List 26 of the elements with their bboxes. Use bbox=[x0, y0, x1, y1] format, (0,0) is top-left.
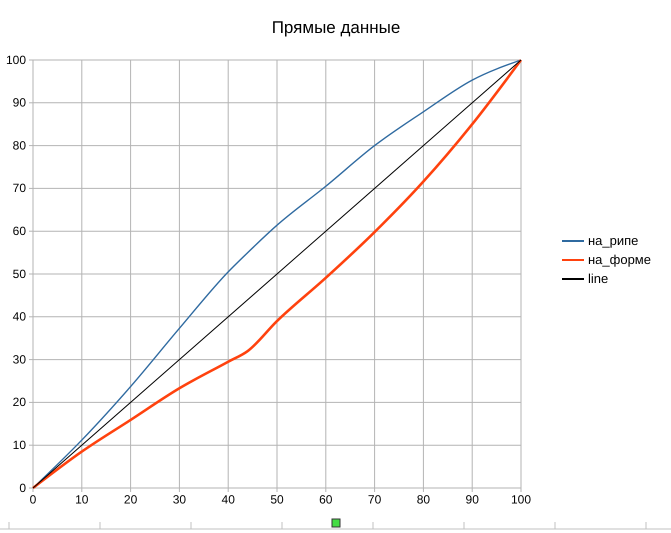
legend-label: line bbox=[588, 271, 608, 286]
x-tick-label: 10 bbox=[75, 492, 89, 507]
x-tick-label: 20 bbox=[124, 492, 138, 507]
x-tick-label: 60 bbox=[319, 492, 333, 507]
y-tick-label: 60 bbox=[12, 224, 26, 238]
y-tick-label: 40 bbox=[12, 310, 26, 324]
x-tick-label: 100 bbox=[510, 492, 532, 507]
x-tick-label: 90 bbox=[466, 492, 480, 507]
chart-title: Прямые данные bbox=[272, 18, 400, 37]
y-tick-label: 100 bbox=[6, 52, 26, 67]
y-tick-label: 0 bbox=[19, 480, 26, 495]
y-tick-label: 20 bbox=[12, 395, 26, 410]
x-tick-label: 40 bbox=[222, 492, 236, 507]
y-tick-label: 90 bbox=[12, 96, 26, 110]
x-tick-label: 50 bbox=[270, 492, 284, 507]
y-tick-label: 50 bbox=[12, 266, 26, 281]
x-tick-label: 30 bbox=[172, 492, 186, 507]
x-tick-label: 70 bbox=[368, 492, 382, 507]
y-tick-label: 80 bbox=[12, 138, 26, 152]
x-tick-label: 0 bbox=[30, 492, 37, 507]
x-tick-label: 80 bbox=[416, 492, 430, 507]
legend-label: на_форме bbox=[588, 252, 651, 267]
legend-label: на_рипе bbox=[588, 233, 638, 248]
y-tick-label: 70 bbox=[12, 181, 26, 196]
y-tick-label: 30 bbox=[12, 352, 26, 366]
y-tick-label: 10 bbox=[12, 438, 26, 452]
